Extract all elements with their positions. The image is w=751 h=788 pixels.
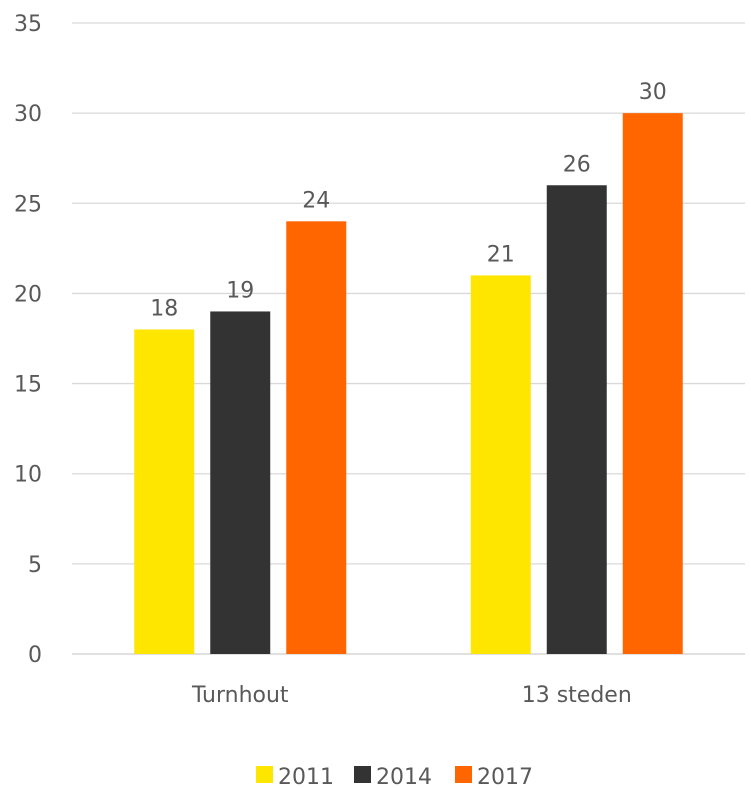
- y-tick-label: 15: [14, 373, 42, 398]
- y-tick-label: 20: [14, 282, 42, 307]
- bar-2011-0: [134, 329, 195, 654]
- data-label: 21: [487, 242, 515, 267]
- legend: 2011 2014 2017: [256, 765, 533, 788]
- x-category-label: Turnhout: [191, 683, 289, 708]
- data-label: 19: [226, 278, 254, 303]
- y-axis-ticks: 0 5 10 15 20 25 30 35: [14, 12, 42, 668]
- y-tick-label: 0: [28, 643, 42, 668]
- bar-2014-1: [546, 185, 607, 654]
- y-tick-label: 5: [28, 553, 42, 578]
- bar-2011-1: [470, 275, 531, 654]
- data-label: 24: [302, 188, 330, 213]
- legend-swatch: [455, 766, 472, 783]
- bar-2017-1: [622, 113, 683, 654]
- x-axis-categories: Turnhout 13 steden: [191, 683, 632, 708]
- legend-label: 2011: [278, 765, 334, 788]
- data-label: 26: [563, 152, 591, 177]
- y-tick-label: 35: [14, 12, 42, 37]
- data-label: 18: [150, 296, 178, 321]
- y-tick-label: 25: [14, 192, 42, 217]
- bar-2014-0: [210, 311, 271, 654]
- data-label: 30: [639, 80, 667, 105]
- legend-swatch: [354, 766, 371, 783]
- legend-label: 2014: [376, 765, 432, 788]
- y-tick-label: 10: [14, 463, 42, 488]
- data-labels: 18 19 24 21 26 30: [150, 80, 667, 321]
- legend-swatch: [256, 766, 273, 783]
- bars: [134, 113, 683, 655]
- legend-label: 2017: [477, 765, 533, 788]
- y-tick-label: 30: [14, 102, 42, 127]
- x-category-label: 13 steden: [522, 683, 632, 708]
- bar-2017-0: [286, 221, 347, 655]
